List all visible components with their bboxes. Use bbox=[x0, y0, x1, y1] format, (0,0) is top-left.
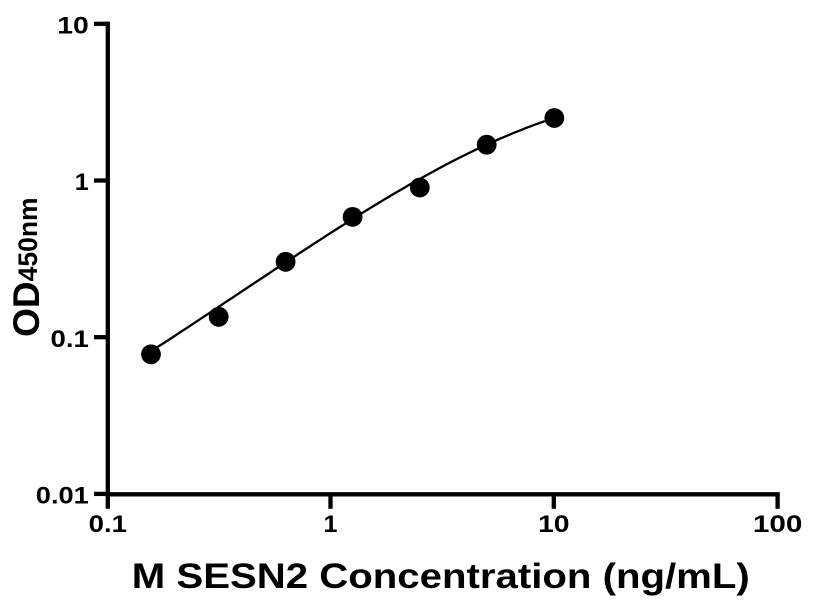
svg-text:0.01: 0.01 bbox=[36, 483, 89, 510]
svg-text:100: 100 bbox=[753, 511, 803, 538]
svg-text:OD450nm: OD450nm bbox=[6, 197, 47, 336]
svg-text:1: 1 bbox=[75, 169, 89, 196]
svg-text:1: 1 bbox=[324, 511, 338, 538]
svg-text:M SESN2 Concentration (ng/mL): M SESN2 Concentration (ng/mL) bbox=[132, 557, 750, 596]
svg-text:10: 10 bbox=[538, 511, 570, 538]
svg-text:0.1: 0.1 bbox=[89, 511, 127, 538]
svg-text:0.1: 0.1 bbox=[51, 326, 89, 353]
svg-text:10: 10 bbox=[57, 12, 89, 39]
